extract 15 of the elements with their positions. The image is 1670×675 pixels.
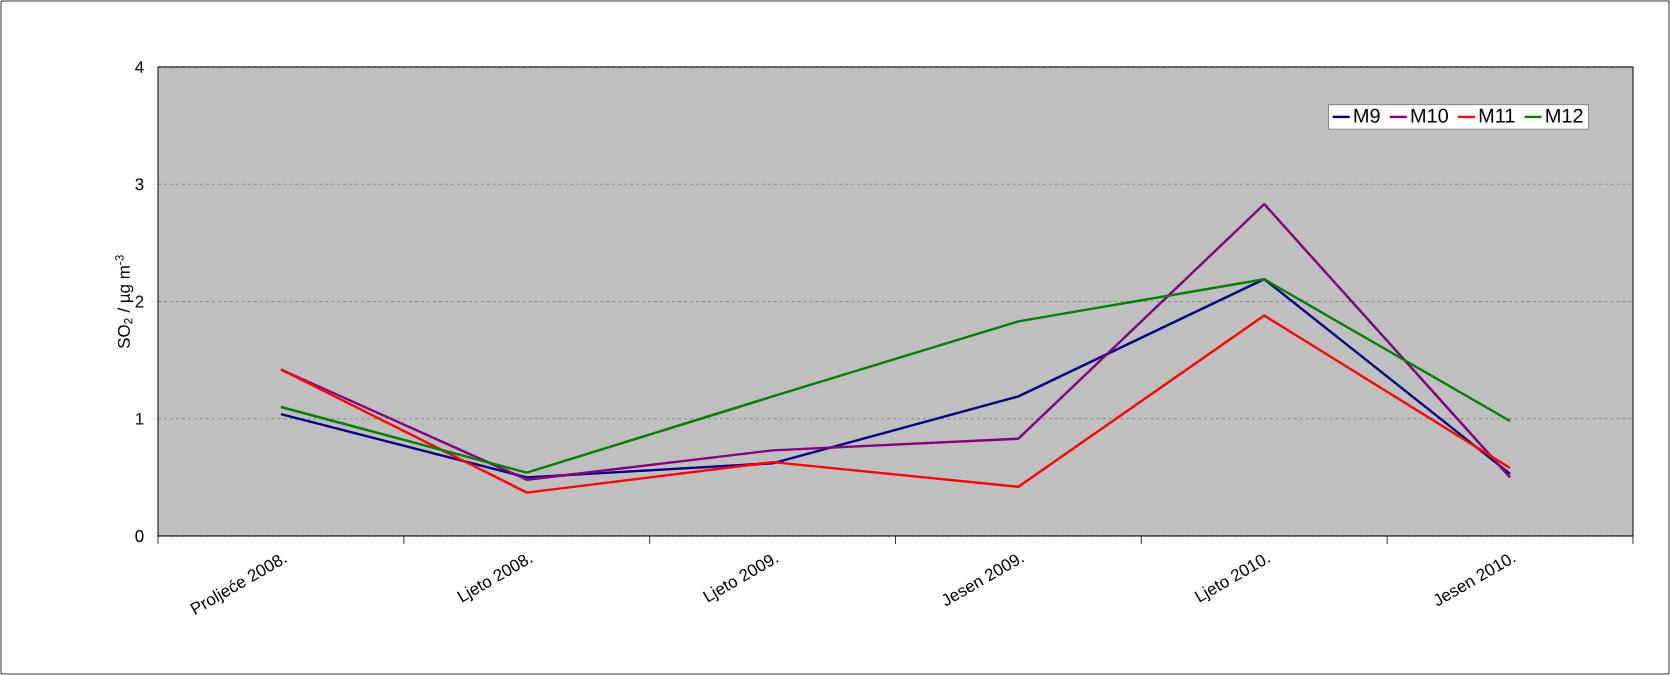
x-tick-label: Jesen 2010.	[1434, 554, 1516, 606]
x-tick-label: Ljeto 2008.	[456, 554, 533, 603]
y-tick-label: 1	[136, 412, 144, 425]
line-series	[279, 314, 1512, 494]
y-tick-label: 2	[135, 295, 144, 308]
legend-label: M10	[1411, 108, 1448, 123]
y-axis-title: SO$_{2}$ / µg m$^{-3}$	[115, 255, 134, 349]
x-tick-label: Ljeto 2010.	[1194, 554, 1271, 603]
y-tick-label: 4	[135, 61, 144, 73]
legend-label: M12	[1546, 108, 1583, 123]
y-tick-label: 0	[135, 529, 144, 542]
x-tick-label: Ljeto 2009.	[702, 555, 779, 603]
legend-label: M11	[1479, 108, 1515, 123]
y-tick-label: 3	[135, 178, 144, 191]
legend-label: M9	[1354, 108, 1380, 123]
